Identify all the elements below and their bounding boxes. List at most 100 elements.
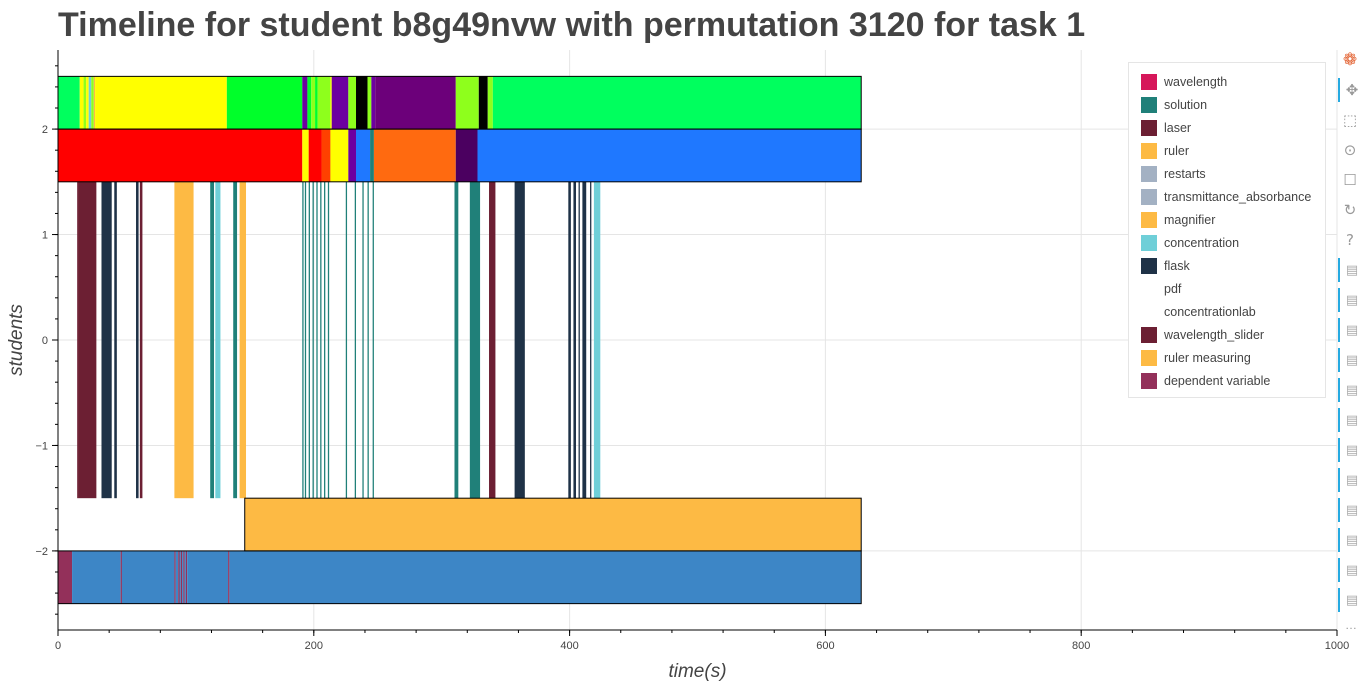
legend-item[interactable]: transmittance_absorbance <box>1129 185 1325 208</box>
legend-label: solution <box>1164 97 1208 112</box>
timeline-segment <box>478 76 488 130</box>
timeline-segment <box>83 76 87 130</box>
legend-item[interactable]: laser <box>1129 116 1325 139</box>
pan-icon[interactable]: ✥ <box>1338 78 1364 102</box>
legend-item[interactable]: ruler measuring <box>1129 346 1325 369</box>
legend-swatch <box>1141 211 1157 228</box>
x-tick-label: 1000 <box>1325 640 1349 652</box>
chart-title: Timeline for student b8g49nvw with permu… <box>58 6 1086 44</box>
legend-item[interactable]: ruler <box>1129 139 1325 162</box>
timeline-segment <box>174 550 176 604</box>
legend-item[interactable]: restarts <box>1129 162 1325 185</box>
y-tick-label: 0 <box>42 335 48 347</box>
timeline-segment <box>367 76 372 130</box>
timeline-segment <box>302 129 309 182</box>
hover-tool-icon[interactable]: ▤ <box>1338 528 1364 552</box>
timeline-segment <box>120 550 122 604</box>
timeline-segment <box>477 129 862 182</box>
timeline-segment <box>139 181 143 499</box>
timeline-segment <box>568 181 571 499</box>
legend-item[interactable]: magnifier <box>1129 208 1325 231</box>
legend-item[interactable]: concentrationlab <box>1129 300 1325 323</box>
timeline-segment <box>233 181 238 499</box>
hover-tool-icon[interactable]: ▤ <box>1338 498 1364 522</box>
hover-tool-icon[interactable]: ▤ <box>1338 288 1364 312</box>
wheel-zoom-icon[interactable]: ⊙ <box>1343 141 1357 159</box>
legend-swatch <box>1141 234 1157 251</box>
timeline-segment <box>373 129 456 182</box>
x-tick-label: 200 <box>305 640 323 652</box>
legend-swatch <box>1141 165 1157 182</box>
timeline-segment <box>312 181 314 499</box>
timeline-segment <box>590 181 592 499</box>
timeline-segment <box>184 550 186 604</box>
legend-item[interactable]: concentration <box>1129 231 1325 254</box>
y-tick-label: 1 <box>42 230 48 242</box>
hover-tool-icon[interactable]: ▤ <box>1338 258 1364 282</box>
timeline-segment <box>514 181 525 499</box>
timeline-segment <box>317 76 331 130</box>
legend-swatch <box>1141 188 1157 205</box>
timeline-segment <box>487 76 493 130</box>
timeline-segment <box>178 550 180 604</box>
timeline-segment <box>578 181 580 499</box>
legend-label: pdf <box>1164 281 1182 296</box>
hover-tool-icon[interactable]: ▤ <box>1338 318 1364 342</box>
legend-item[interactable]: solution <box>1129 93 1325 116</box>
timeline-segment <box>593 181 601 499</box>
timeline-segment <box>79 76 84 130</box>
legend-item[interactable]: wavelength_slider <box>1129 323 1325 346</box>
hover-tool-icon[interactable]: ▤ <box>1338 378 1364 402</box>
timeline-segment <box>187 550 229 604</box>
hover-tool-icon[interactable]: ▤ <box>1338 408 1364 432</box>
timeline-segment <box>324 181 326 499</box>
hover-tool-icon[interactable]: ▤ <box>1338 438 1364 462</box>
save-icon[interactable]: ☐ <box>1343 171 1357 189</box>
y-tick-label: −1 <box>35 440 48 452</box>
help-icon[interactable]: ? <box>1346 231 1354 249</box>
hover-tool-icon[interactable]: ▤ <box>1338 588 1364 612</box>
timeline-segment <box>327 181 330 499</box>
timeline-segment <box>308 181 310 499</box>
hover-tool-icon[interactable]: ▤ <box>1338 468 1364 492</box>
x-tick-label: 600 <box>816 640 834 652</box>
legend-item[interactable]: wavelength <box>1129 70 1325 93</box>
legend-item[interactable]: pdf <box>1129 277 1325 300</box>
timeline-segment <box>356 76 368 130</box>
timeline-segment <box>492 76 862 130</box>
timeline-segment <box>367 181 369 499</box>
hover-tool-icon[interactable]: ▤ <box>1338 558 1364 582</box>
timeline-segment <box>348 76 357 130</box>
timeline-segment <box>375 76 456 130</box>
timeline-segment <box>180 550 183 604</box>
legend-swatch <box>1141 326 1157 343</box>
legend-item[interactable]: flask <box>1129 254 1325 277</box>
more-tools-icon[interactable]: … <box>1345 618 1357 632</box>
timeline-segment <box>311 76 316 130</box>
timeline-segment <box>320 181 322 499</box>
timeline-segment <box>354 181 357 499</box>
legend-label: concentrationlab <box>1164 304 1256 319</box>
timeline-segment <box>58 550 73 604</box>
timeline-segment <box>182 550 184 604</box>
timeline-segment <box>469 181 481 499</box>
timeline-segment <box>174 181 194 499</box>
legend-label: dependent variable <box>1164 373 1271 388</box>
timeline-segment <box>302 76 308 130</box>
timeline-segment <box>95 76 227 130</box>
box-zoom-icon[interactable]: ⬚ <box>1342 111 1358 129</box>
timeline-segment <box>86 76 89 130</box>
timeline-segment <box>78 181 97 499</box>
timeline-segment <box>330 129 349 182</box>
hover-tool-icon[interactable]: ▤ <box>1338 348 1364 372</box>
timeline-segment <box>356 129 371 182</box>
bokeh-logo-icon[interactable]: ❁ <box>1342 50 1358 70</box>
x-tick-label: 0 <box>55 640 61 652</box>
timeline-segment <box>304 181 307 499</box>
timeline-segment <box>316 181 318 499</box>
legend: wavelength solution laser ruler restarts tran… <box>1128 62 1326 398</box>
legend-item[interactable]: dependent variable <box>1129 369 1325 392</box>
legend-label: ruler <box>1164 143 1190 158</box>
reset-icon[interactable]: ↻ <box>1343 201 1357 219</box>
